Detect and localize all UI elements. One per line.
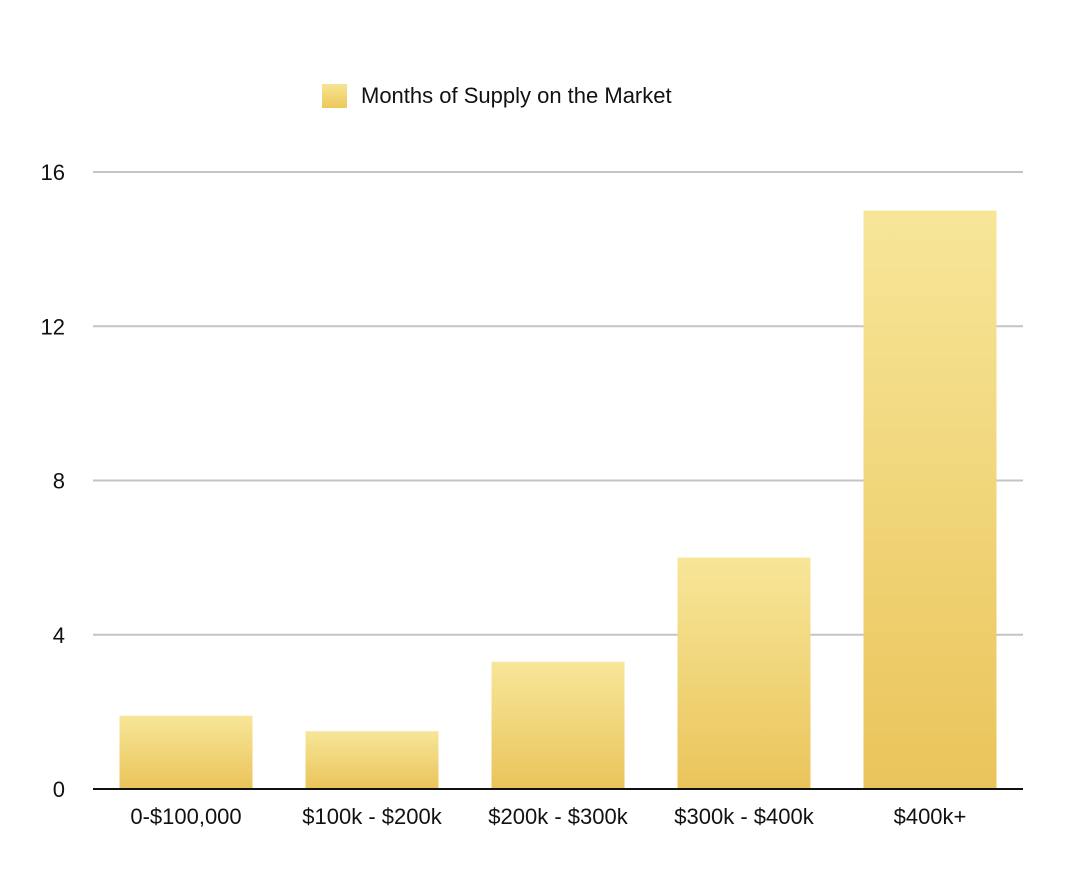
y-axis-ticks: 0 4 8 12 16 — [41, 160, 65, 802]
y-tick-label-12: 12 — [41, 314, 65, 339]
bar-2 — [491, 661, 625, 789]
y-tick-label-0: 0 — [53, 777, 65, 802]
x-tick-label-2: $200k - $300k — [488, 804, 628, 829]
y-tick-label-16: 16 — [41, 160, 65, 185]
x-tick-label-3: $300k - $400k — [674, 804, 814, 829]
x-tick-label-0: 0-$100,000 — [130, 804, 241, 829]
bar-3 — [677, 557, 811, 789]
x-tick-label-4: $400k+ — [894, 804, 967, 829]
bar-0 — [119, 715, 253, 789]
chart-legend: Months of Supply on the Market — [322, 82, 672, 110]
legend-label-months-of-supply: Months of Supply on the Market — [361, 83, 672, 108]
bar-1 — [305, 731, 439, 789]
y-tick-label-8: 8 — [53, 469, 65, 494]
y-tick-label-4: 4 — [53, 623, 65, 648]
legend-swatch — [322, 84, 347, 108]
bars — [119, 210, 997, 789]
x-axis-ticks: 0-$100,000 $100k - $200k $200k - $300k $300… — [130, 804, 966, 829]
x-tick-label-1: $100k - $200k — [302, 804, 442, 829]
bar-4 — [863, 210, 997, 789]
